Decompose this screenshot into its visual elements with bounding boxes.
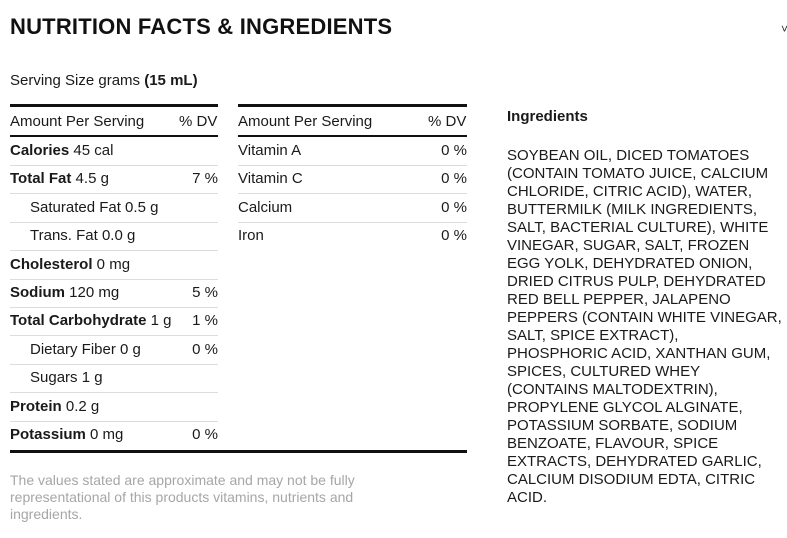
nutrient-row: Total Fat 4.5 g 7 % — [10, 165, 218, 195]
nutrient-row: Potassium 0 mg 0 % — [10, 421, 218, 449]
nutrient-name: Dietary Fiber — [30, 340, 116, 358]
nutrient-row: Trans. Fat 0.0 g — [10, 222, 218, 252]
nutrient-amount: 0 g — [115, 340, 141, 358]
nutrient-row: Protein 0.2 g — [10, 393, 218, 422]
vitamin-name: Vitamin A — [238, 142, 302, 159]
nutrient-amount: 45 cal — [69, 142, 114, 159]
page-title: NUTRITION FACTS & INGREDIENTS — [10, 14, 393, 39]
vitamin-dv: 0 % — [441, 198, 467, 216]
left-header-dv: % DV — [179, 113, 218, 130]
nutrient-row: Cholesterol 0 mg — [10, 251, 218, 280]
nutrient-name: Saturated Fat — [30, 198, 121, 216]
vitamin-row: Iron 0 % — [238, 222, 467, 250]
chevron-down-icon[interactable]: ˅ — [781, 22, 787, 36]
table-bottom-rule — [10, 450, 467, 453]
left-table-top-rule — [10, 104, 218, 107]
nutrient-name: Cholesterol — [10, 255, 93, 273]
nutrient-amount: 0 mg — [85, 426, 124, 443]
nutrient-name: Calories — [10, 142, 70, 159]
nutrient-dv: 0 % — [192, 340, 218, 358]
nutrient-row: Sugars 1 g — [10, 364, 218, 394]
nutrient-amount: 0.5 g — [120, 198, 159, 216]
right-header-amount: Amount Per Serving — [238, 113, 373, 130]
nutrient-amount: 4.5 g — [71, 170, 109, 188]
nutrient-dv: 7 % — [192, 170, 218, 188]
vitamin-row: Vitamin A 0 % — [238, 137, 467, 166]
left-header-amount: Amount Per Serving — [10, 113, 145, 130]
serving-size-label: Serving Size grams — [10, 72, 145, 89]
nutrient-amount: 120 mg — [65, 284, 120, 301]
nutrient-dv: 1 % — [192, 312, 218, 330]
right-table-header-rule — [238, 135, 467, 137]
vitamin-name: Vitamin C — [238, 170, 303, 188]
disclaimer-note: The values stated are approximate and ma… — [10, 472, 355, 522]
vitamin-row: Calcium 0 % — [238, 194, 467, 223]
nutrient-row: Dietary Fiber 0 g 0 % — [10, 336, 218, 365]
nutrient-name: Total Fat — [10, 170, 72, 188]
ingredients-title: Ingredients — [507, 108, 588, 125]
nutrient-amount: 0 mg — [92, 255, 131, 273]
nutrient-dv: 0 % — [192, 426, 218, 443]
nutrient-name: Sugars — [30, 369, 78, 387]
nutrient-row: Total Carbohydrate 1 g 1 % — [10, 307, 218, 337]
nutrient-amount: 1 g — [146, 312, 172, 330]
ingredients-list: SOYBEAN OIL, DICED TOMATOES (CONTAIN TOM… — [507, 147, 782, 506]
nutrient-amount: 0.0 g — [97, 227, 136, 245]
serving-size: Serving Size grams (15 mL) — [10, 72, 198, 89]
nutrient-name: Total Carbohydrate — [10, 312, 147, 330]
nutrient-name: Potassium — [10, 426, 86, 443]
serving-size-value: (15 mL) — [144, 72, 198, 89]
nutrient-name: Protein — [10, 397, 62, 415]
nutrient-row: Calories 45 cal — [10, 137, 218, 166]
nutrient-dv: 5 % — [192, 284, 218, 301]
right-table-top-rule — [238, 104, 467, 107]
left-table-header-rule — [10, 135, 218, 137]
nutrient-amount: 0.2 g — [61, 397, 100, 415]
vitamin-dv: 0 % — [441, 142, 467, 159]
right-header-dv: % DV — [428, 113, 467, 130]
nutrient-name: Trans. Fat — [30, 227, 98, 245]
nutrient-row: Sodium 120 mg 5 % — [10, 279, 218, 308]
vitamin-dv: 0 % — [441, 227, 467, 245]
nutrient-name: Sodium — [10, 284, 65, 301]
nutrient-row: Saturated Fat 0.5 g — [10, 194, 218, 223]
vitamin-row: Vitamin C 0 % — [238, 165, 467, 195]
vitamin-name: Calcium — [238, 198, 293, 216]
vitamin-name: Iron — [238, 227, 264, 245]
vitamin-dv: 0 % — [441, 170, 467, 188]
nutrient-amount: 1 g — [77, 369, 103, 387]
